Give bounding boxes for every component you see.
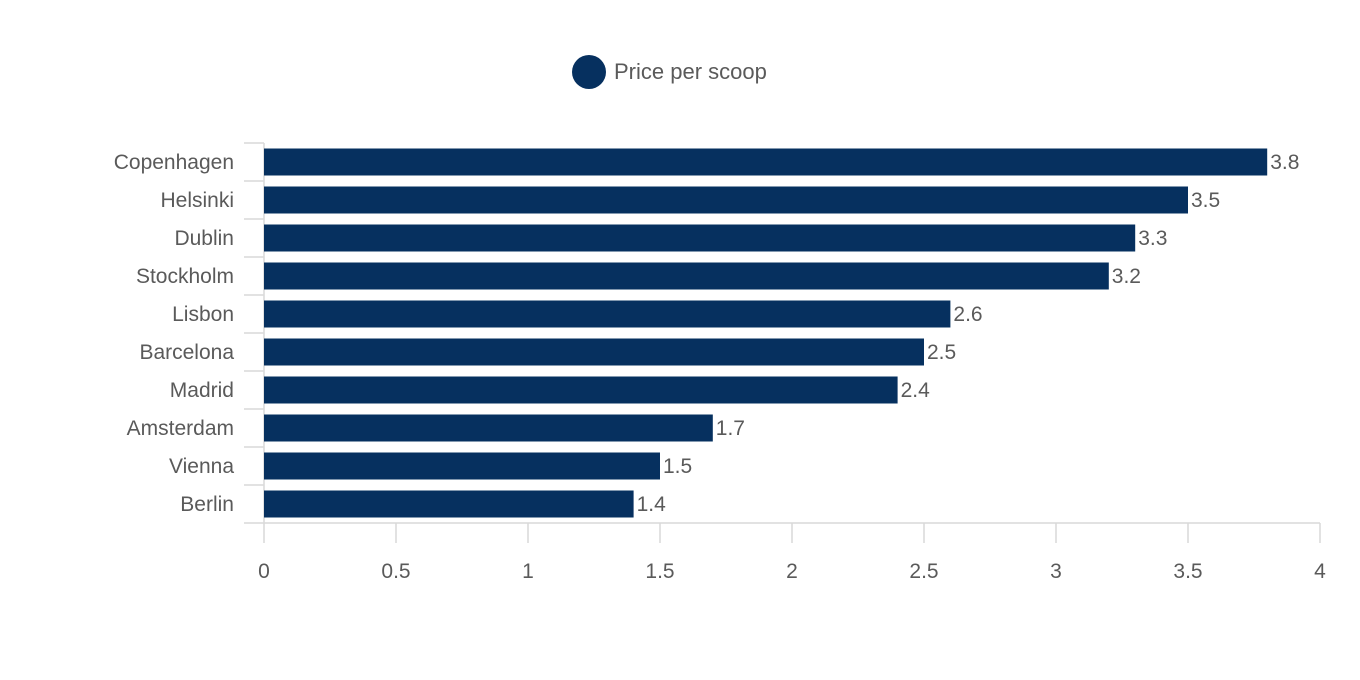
data-label: 1.5 xyxy=(663,455,692,478)
bar xyxy=(264,186,1188,214)
category-label: Dublin xyxy=(174,227,234,250)
chart-labels: 0 0.5 1 1.5 2 2.5 3 3.5 4 Copenhagen 3.8 Helsinki 3.… xyxy=(114,151,1326,583)
bar xyxy=(264,490,634,518)
data-label: 2.5 xyxy=(927,341,956,364)
x-tick-label: 0 xyxy=(258,560,270,583)
x-tick-label: 3.5 xyxy=(1173,560,1202,583)
data-label: 2.6 xyxy=(953,303,982,326)
bar xyxy=(264,338,924,366)
bar xyxy=(264,376,898,404)
x-tick-label: 2.5 xyxy=(909,560,938,583)
x-tick-label: 4 xyxy=(1314,560,1326,583)
chart-bars xyxy=(264,148,1268,518)
category-label: Amsterdam xyxy=(127,417,234,440)
data-label: 1.4 xyxy=(637,493,667,516)
bar xyxy=(264,148,1268,176)
x-tick-label: 1.5 xyxy=(645,560,674,583)
bar xyxy=(264,452,660,480)
x-tick-label: 0.5 xyxy=(381,560,410,583)
x-tick-label: 3 xyxy=(1050,560,1062,583)
category-label: Lisbon xyxy=(172,303,234,326)
legend-swatch xyxy=(572,55,606,89)
category-label: Stockholm xyxy=(136,265,234,288)
category-label: Vienna xyxy=(169,455,234,478)
legend-label: Price per scoop xyxy=(614,59,767,84)
category-label: Helsinki xyxy=(160,189,234,212)
data-label: 3.2 xyxy=(1112,265,1141,288)
x-tick-label: 2 xyxy=(786,560,798,583)
category-label: Barcelona xyxy=(139,341,234,364)
bar xyxy=(264,262,1109,290)
bar xyxy=(264,224,1136,252)
x-tick-label: 1 xyxy=(522,560,534,583)
category-label: Madrid xyxy=(170,379,234,402)
category-label: Copenhagen xyxy=(114,151,234,174)
data-label: 3.8 xyxy=(1270,151,1299,174)
category-label: Berlin xyxy=(180,493,234,516)
data-label: 3.5 xyxy=(1191,189,1220,212)
data-label: 1.7 xyxy=(716,417,745,440)
data-label: 2.4 xyxy=(901,379,931,402)
data-label: 3.3 xyxy=(1138,227,1167,250)
chart-legend: Price per scoop xyxy=(572,55,767,89)
bar xyxy=(264,414,713,442)
bar xyxy=(264,300,951,328)
